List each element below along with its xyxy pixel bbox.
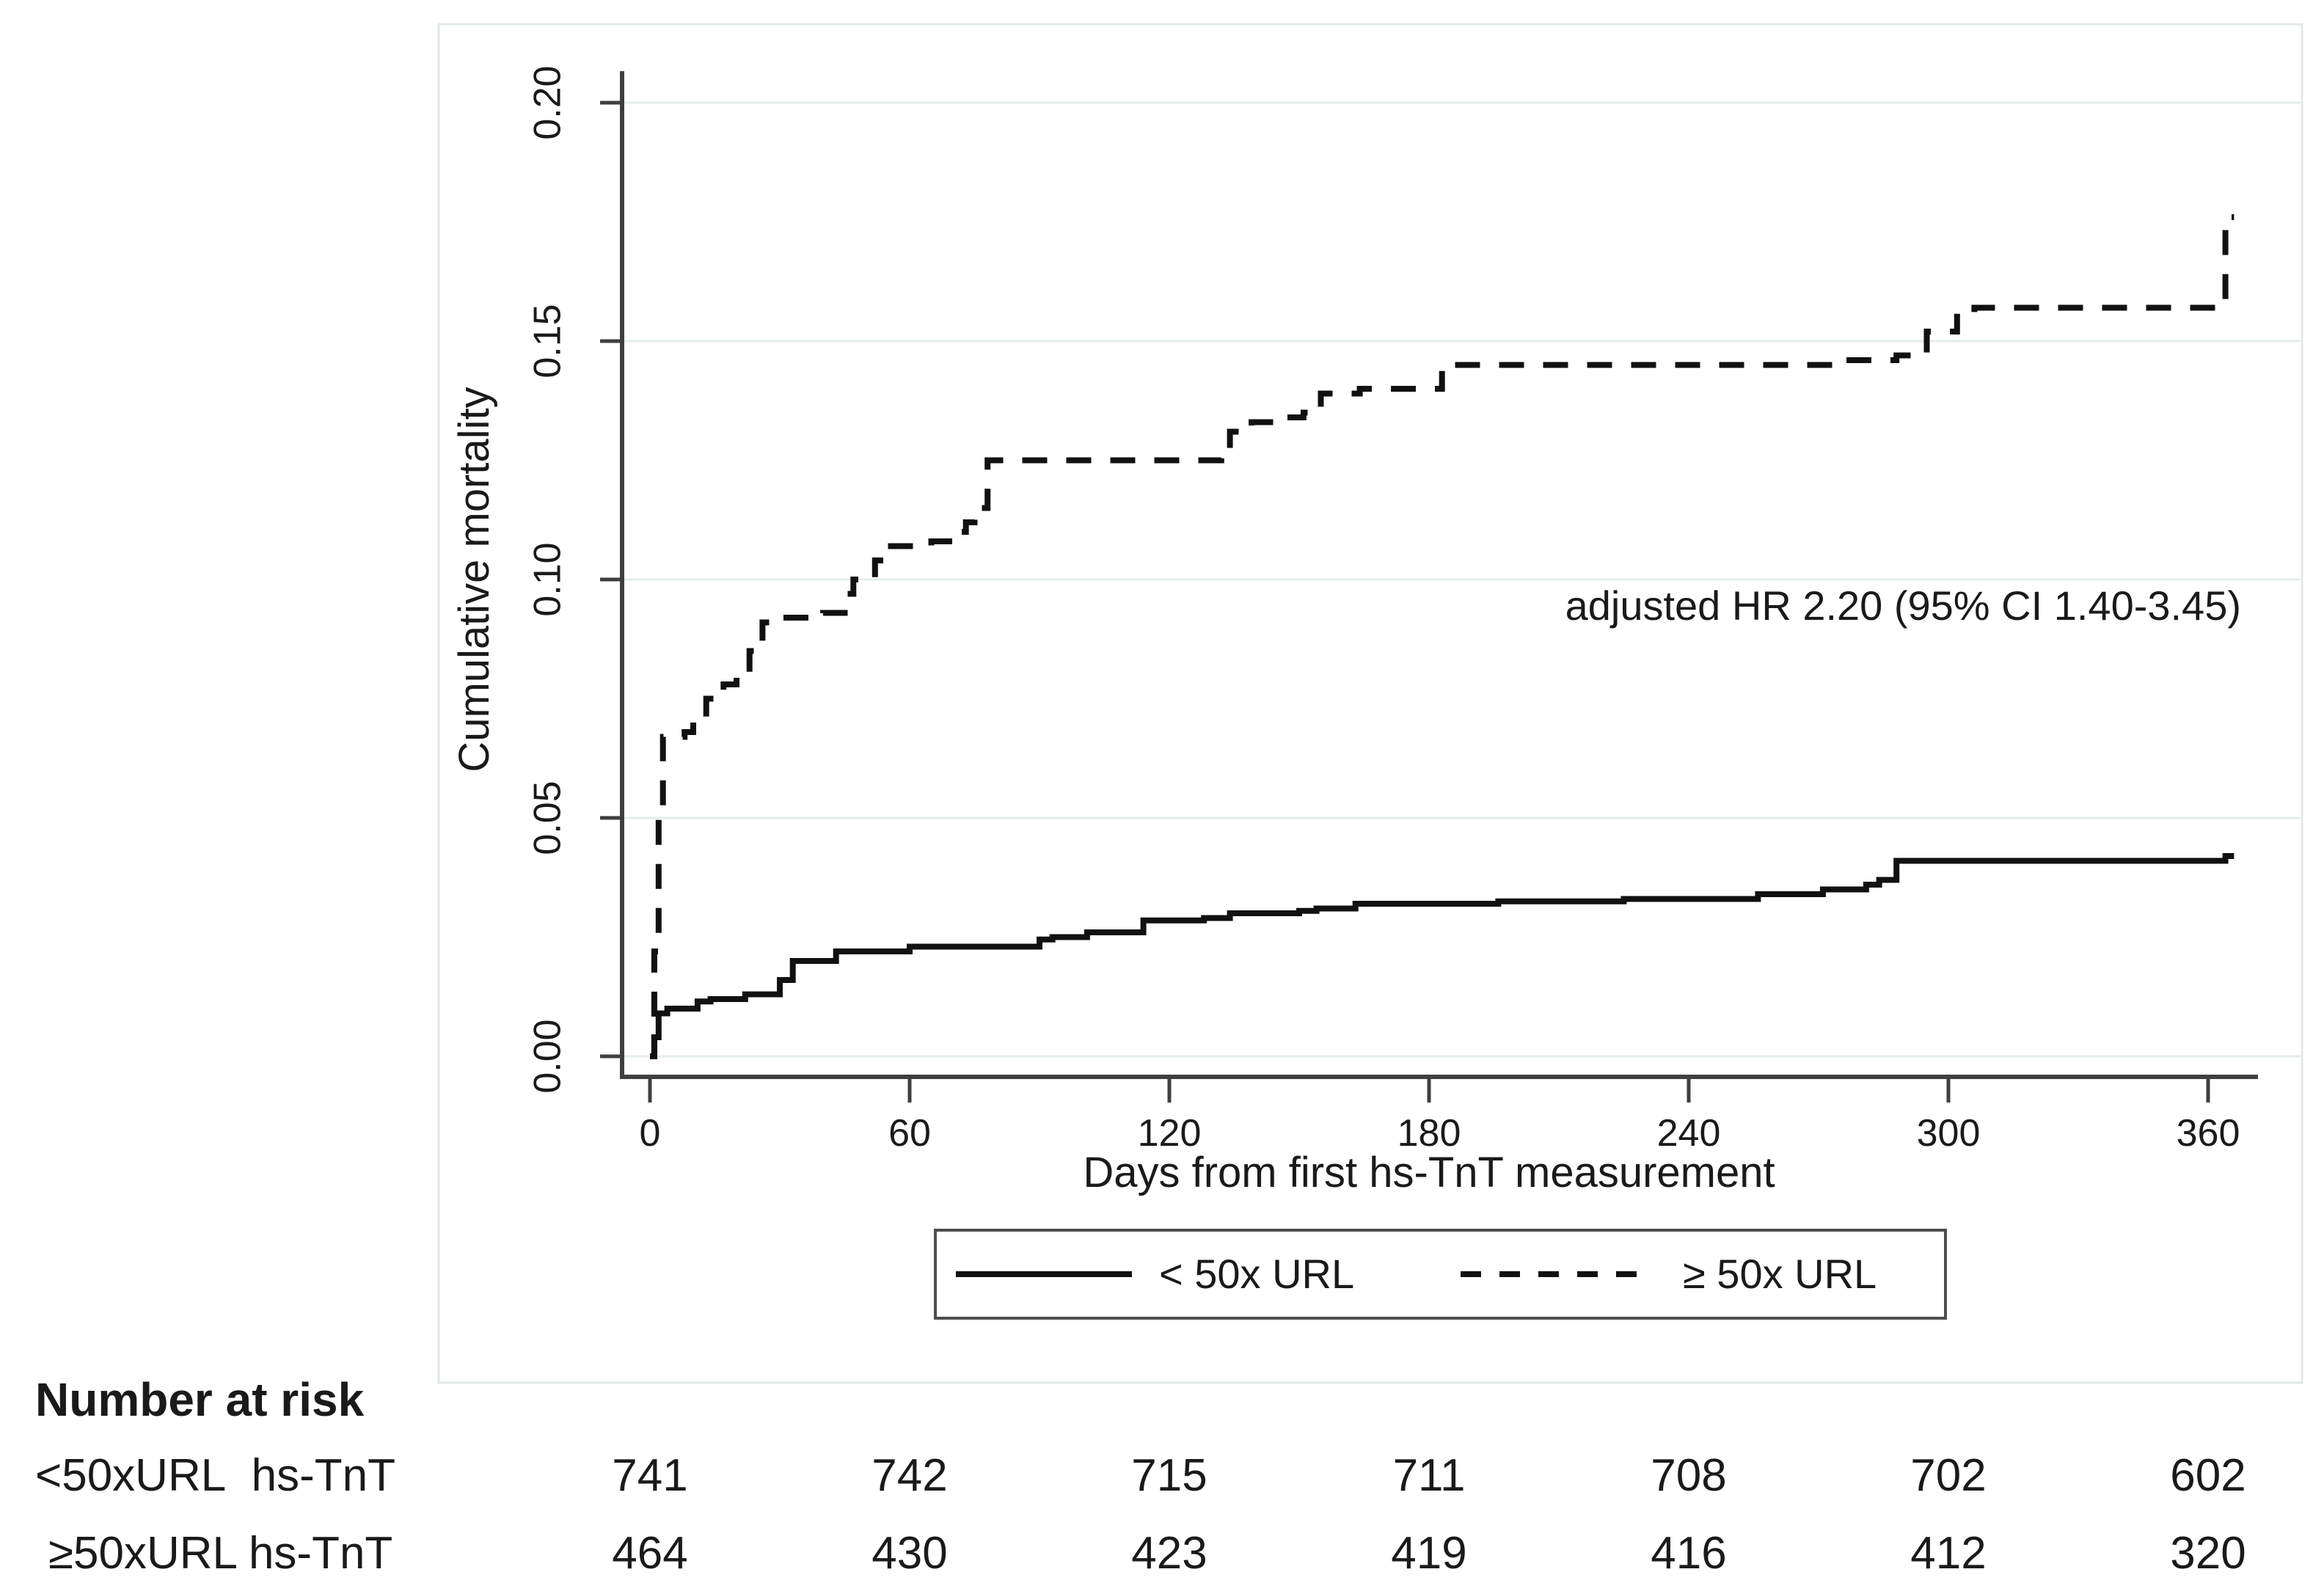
legend-label-lt50: < 50x URL: [1159, 1251, 1354, 1297]
legend-label-ge50: ≥ 50x URL: [1683, 1251, 1877, 1297]
risk-row-label-lt50: <50xURL hs-TnT: [35, 1450, 395, 1501]
risk-count: 464: [612, 1528, 687, 1579]
risk-count: 708: [1651, 1450, 1726, 1501]
risk-count: 430: [872, 1528, 947, 1579]
x-tick-label-180: 180: [1397, 1112, 1461, 1155]
x-tick-label-60: 60: [888, 1112, 931, 1155]
risk-count: 741: [612, 1450, 687, 1501]
y-tick-label-0.05: 0.05: [527, 780, 569, 855]
risk-count: 702: [1910, 1450, 1986, 1501]
y-tick-label-0.15: 0.15: [527, 304, 569, 378]
km-curve-lt50-url: [650, 853, 2235, 1059]
x-tick-label-120: 120: [1138, 1112, 1202, 1155]
y-tick-labels: 0.00 0.05 0.10 0.15 0.20: [527, 65, 569, 1093]
plot-panel-border: [437, 23, 2303, 1384]
risk-count: 715: [1131, 1450, 1207, 1501]
y-axis-title: Cumulative mortality: [450, 387, 498, 772]
y-tick-label-0.00: 0.00: [527, 1019, 569, 1093]
x-tick-labels: 0 60 120 180 240 300 360: [640, 1112, 2240, 1155]
x-axis-title: Days from first hs-TnT measurement: [1083, 1149, 1775, 1196]
x-tick-label-0: 0: [640, 1112, 661, 1155]
risk-count: 419: [1391, 1528, 1466, 1579]
risk-count: 602: [2170, 1450, 2246, 1501]
risk-count: 742: [872, 1450, 947, 1501]
risk-table-title: Number at risk: [35, 1373, 365, 1426]
risk-count: 320: [2170, 1528, 2246, 1579]
risk-row-label-ge50: ≥50xURL hs-TnT: [48, 1528, 392, 1579]
y-tick-label-0.20: 0.20: [527, 65, 569, 139]
risk-count: 711: [1393, 1450, 1466, 1501]
legend: < 50x URL ≥ 50x URL: [934, 1229, 1947, 1320]
y-tick-label-0.10: 0.10: [527, 542, 569, 616]
x-ticks: [648, 1077, 2210, 1103]
hr-annotation: adjusted HR 2.20 (95% CI 1.40-3.45): [1565, 582, 2241, 629]
risk-count: 416: [1651, 1528, 1726, 1579]
y-ticks: [600, 100, 622, 1059]
risk-count: 423: [1131, 1528, 1207, 1579]
x-tick-label-240: 240: [1657, 1112, 1721, 1155]
x-tick-label-300: 300: [1917, 1112, 1981, 1155]
risk-table: Number at risk <50xURL hs-TnT 741 742 71…: [35, 1373, 2246, 1579]
km-curve-ge50-url: [650, 214, 2235, 1059]
x-tick-label-360: 360: [2177, 1112, 2240, 1155]
gridlines: [624, 101, 2301, 1058]
risk-count: 412: [1910, 1528, 1986, 1579]
